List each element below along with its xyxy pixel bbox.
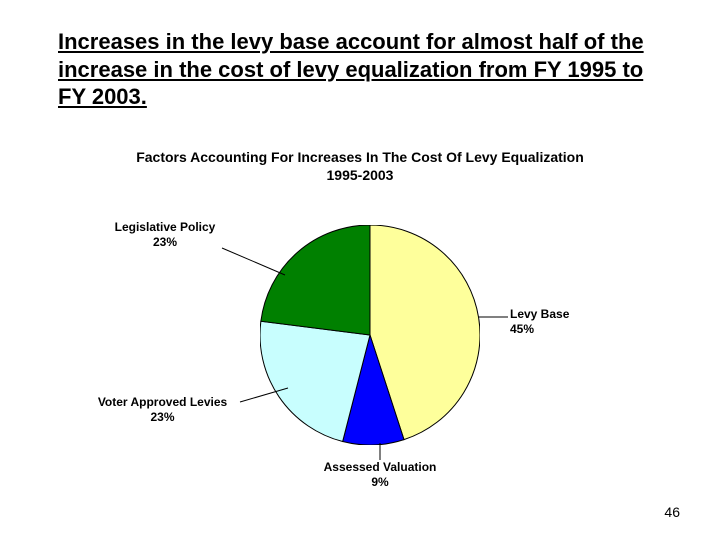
chart-title-line1: Factors Accounting For Increases In The … [136, 149, 584, 165]
label-legislative: Legislative Policy 23% [105, 220, 225, 250]
label-assessed: Assessed Valuation 9% [310, 460, 450, 490]
pie-slice [261, 225, 370, 335]
label-levy-base-pct: 45% [510, 322, 534, 336]
label-voter: Voter Approved Levies 23% [85, 395, 240, 425]
chart-title: Factors Accounting For Increases In The … [0, 148, 720, 184]
label-legislative-text: Legislative Policy [115, 220, 216, 234]
pie-chart [260, 225, 480, 445]
label-levy-base: Levy Base 45% [510, 307, 569, 337]
label-voter-text: Voter Approved Levies [98, 395, 227, 409]
pie-svg [260, 225, 480, 445]
label-assessed-pct: 9% [371, 475, 388, 489]
slide-heading: Increases in the levy base account for a… [58, 28, 658, 111]
chart-title-line2: 1995-2003 [327, 167, 394, 183]
label-voter-pct: 23% [150, 410, 174, 424]
label-assessed-text: Assessed Valuation [324, 460, 437, 474]
label-legislative-pct: 23% [153, 235, 177, 249]
page-number: 46 [664, 504, 680, 520]
label-levy-base-text: Levy Base [510, 307, 569, 321]
